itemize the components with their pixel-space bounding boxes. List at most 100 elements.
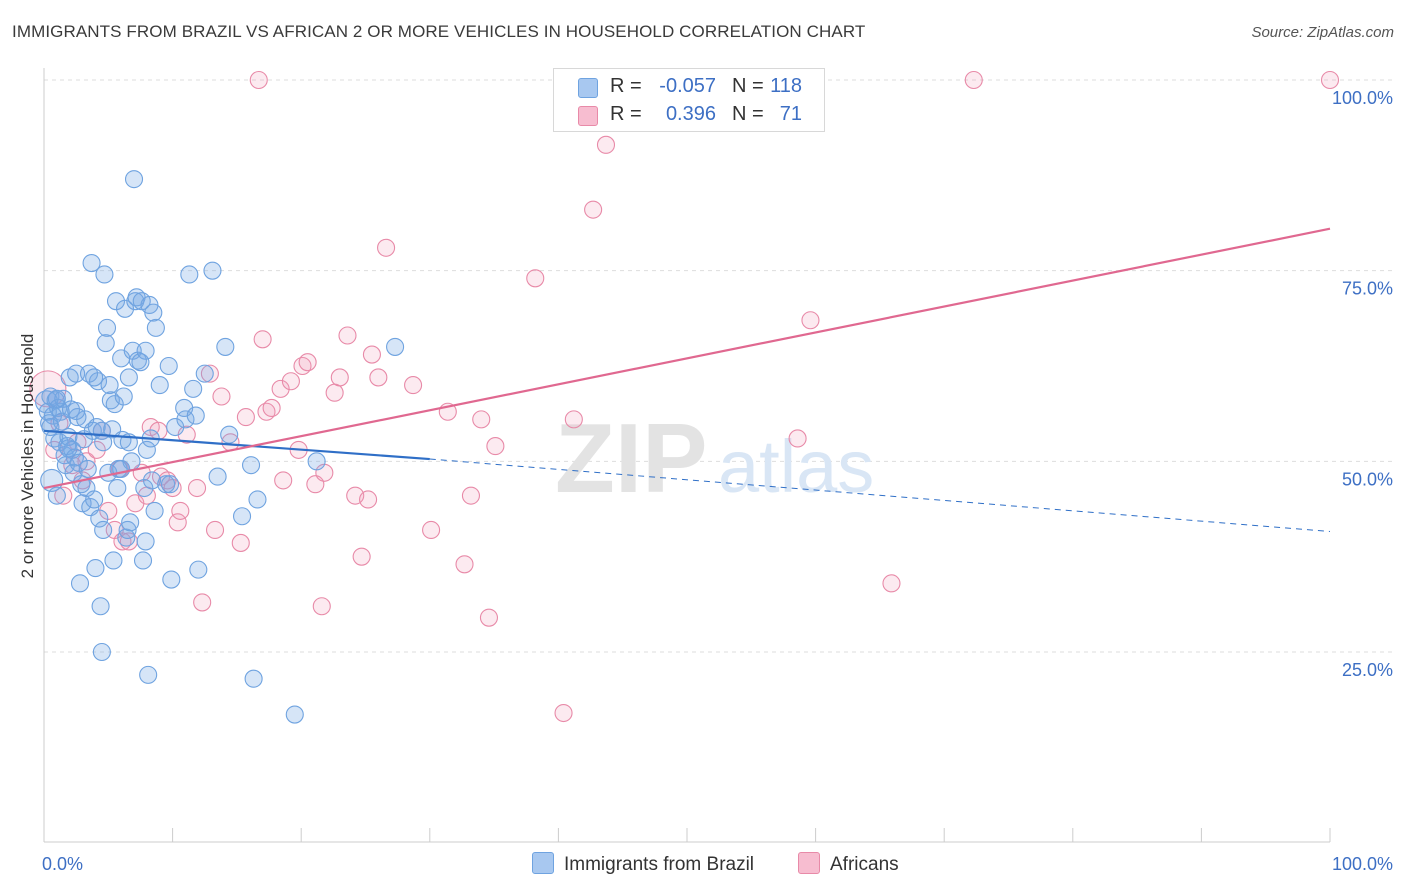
brazil-point [100,376,119,395]
brazil-point [203,261,222,280]
legend-item-africans[interactable]: Africans [798,852,899,876]
legend-item-brazil[interactable]: Immigrants from Brazil [532,852,754,876]
africans-point [455,555,474,574]
brazil-point [135,478,154,498]
watermark-atlas: atlas [718,425,874,508]
legend-swatch-africans [798,852,820,874]
series-legend: Immigrants from Brazil Africans [0,850,1406,880]
brazil-point [162,570,181,589]
africans-point [801,311,820,330]
africans-point [964,70,983,90]
legend-n-value: 118 [770,75,802,97]
x-tick-label: 100.0% [1332,854,1393,874]
africans-point [596,135,616,154]
y-axis-title: 2 or more Vehicles in Household [18,333,37,579]
source-label: Source: ZipAtlas.com [1251,24,1394,41]
africans-point [236,408,255,427]
legend-r-label: R = [610,75,642,97]
brazil-point [176,410,195,429]
africans-point [87,440,106,459]
correlation-legend: R = -0.057 N = 118 R = 0.396 N = 71 [553,68,825,132]
gridlines [44,79,1392,653]
y-tick-label: 50.0% [1342,469,1393,489]
africans-point [486,437,505,456]
africans-point [325,383,344,402]
brazil-point [95,265,114,284]
brazil-point [70,574,90,593]
africans-point [404,376,423,395]
brazil-point [121,513,140,532]
africans-point [171,501,190,520]
x-tick-label: 0.0% [42,854,83,874]
africans-point [479,608,499,627]
africans-point [472,410,491,429]
brazil-point [91,597,110,616]
brazil-point [47,389,66,408]
brazil-point [59,439,78,458]
axes [43,68,1331,843]
africans-point [584,200,603,219]
brazil-point [241,456,261,475]
brazil-point [92,642,111,662]
africans-point [564,410,583,429]
brazil-point [160,475,180,494]
legend-swatch-africans [578,106,598,126]
brazil-point [136,341,155,360]
y-tick-label: 25.0% [1342,660,1393,680]
africans-point [253,330,272,349]
brazil-point [67,364,86,383]
africans-point [168,513,187,532]
brazil-points [35,170,405,724]
africans-point [249,70,268,90]
brazil-point [189,560,208,579]
brazil-point [142,471,162,490]
brazil-point [124,170,144,189]
brazil-point [146,318,165,337]
africans-point [200,364,219,383]
africans-point [1320,70,1340,90]
legend-r-value: -0.057 [659,75,716,97]
brazil-point [139,665,158,684]
brazil-point [307,452,326,471]
legend-label-brazil: Immigrants from Brazil [564,854,755,875]
brazil-point [82,253,101,273]
brazil-point [285,705,304,724]
brazil-point [69,453,88,472]
brazil-point [145,501,164,520]
africans-point [205,520,225,540]
africans-point [377,238,396,257]
brazil-point [119,368,138,387]
brazil-trend-extension [429,458,1331,532]
brazil-point [244,669,263,688]
brazil-point [195,364,214,383]
brazil-point [67,401,86,421]
africans-points [29,70,1340,723]
africans-point [271,379,290,398]
brazil-point [186,406,205,425]
brazil-point [184,379,203,398]
africans-point [882,574,901,593]
brazil-point [232,507,252,526]
legend-swatch-brazil [532,852,554,874]
tick-labels: 25.0% 50.0% 75.0% 100.0% 0.0% 100.0% [42,88,1393,874]
africans-point [330,368,349,387]
brazil-point [94,433,113,452]
chart-title: IMMIGRANTS FROM BRAZIL VS AFRICAN 2 OR M… [12,22,866,41]
africans-point [212,387,231,406]
africans-point [298,353,317,372]
brazil-point [104,551,123,570]
africans-point [187,478,207,498]
africans-point [526,269,545,288]
legend-n-label: N = [732,75,764,97]
africans-point [338,326,357,345]
brazil-point [117,528,136,547]
brazil-point [136,532,155,551]
brazil-point [112,459,131,479]
africans-point [312,597,331,616]
africans-point [359,490,378,509]
brazil-point [180,265,199,284]
africans-point [788,429,807,448]
brazil-point [86,559,105,578]
africans-point [352,547,371,566]
